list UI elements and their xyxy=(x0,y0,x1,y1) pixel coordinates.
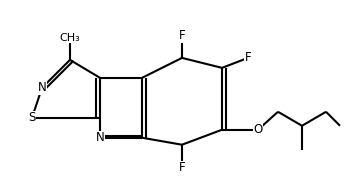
Text: F: F xyxy=(179,29,185,42)
Text: O: O xyxy=(253,123,263,136)
Text: CH₃: CH₃ xyxy=(60,33,80,43)
Text: F: F xyxy=(245,51,251,64)
Text: N: N xyxy=(38,81,46,94)
Text: F: F xyxy=(179,161,185,174)
Text: N: N xyxy=(96,131,104,144)
Text: S: S xyxy=(28,111,36,124)
